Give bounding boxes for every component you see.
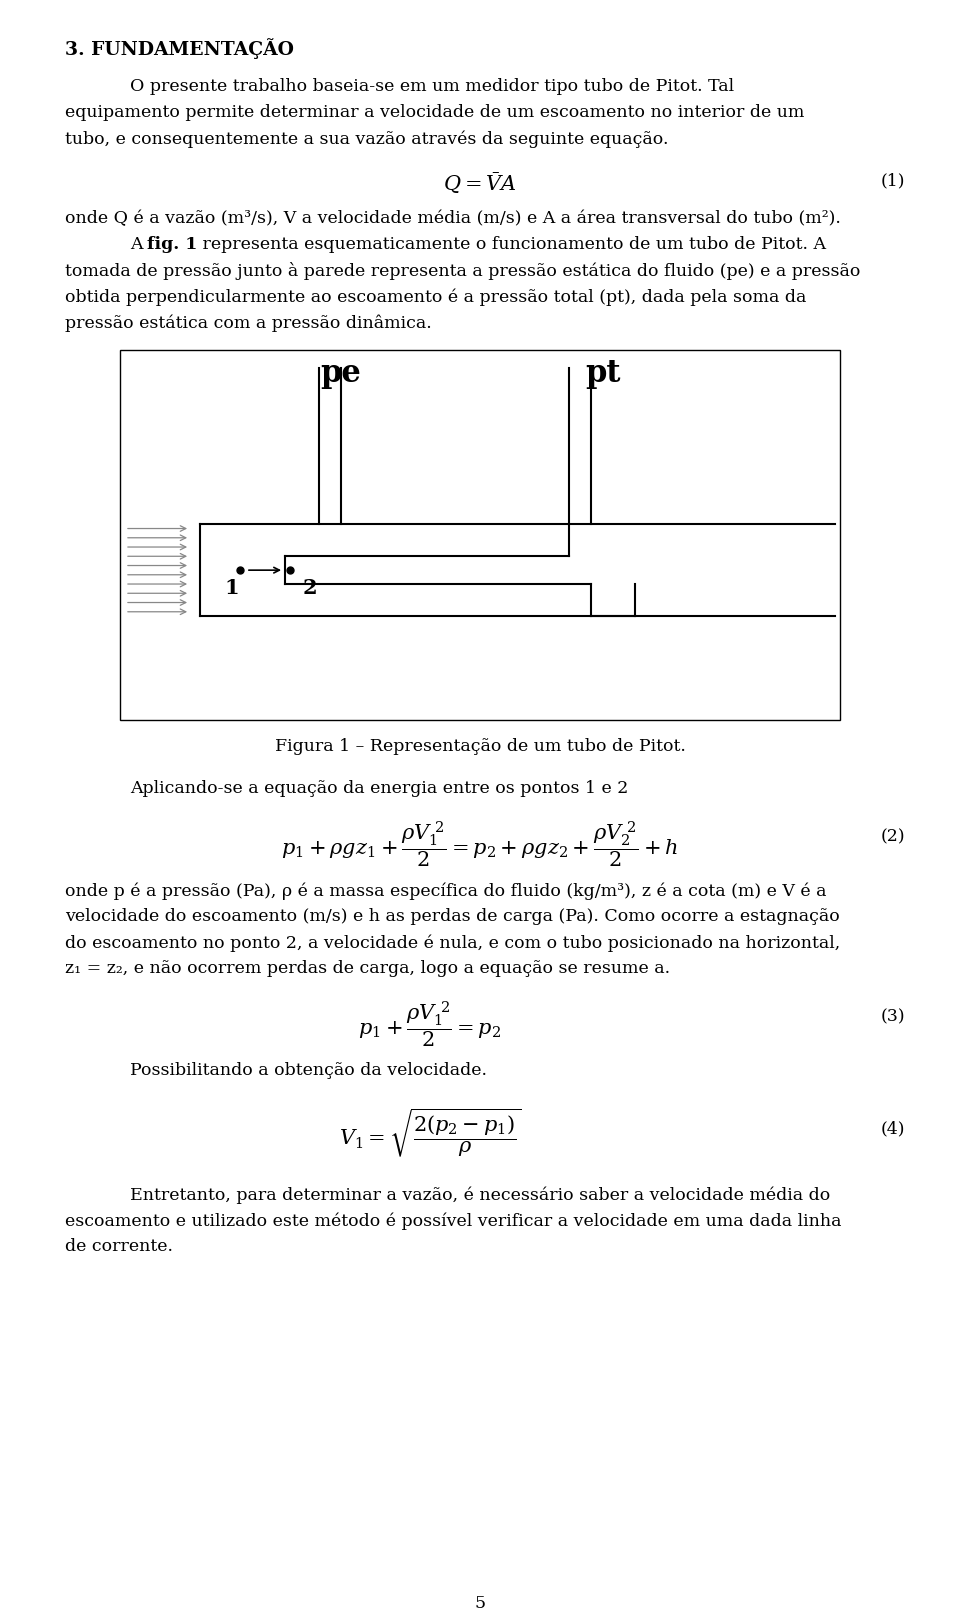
- Text: escoamento e utilizado este método é possível verificar a velocidade em uma dada: escoamento e utilizado este método é pos…: [65, 1212, 842, 1229]
- Text: pe: pe: [320, 358, 361, 389]
- Text: pressão estática com a pressão dinâmica.: pressão estática com a pressão dinâmica.: [65, 315, 432, 331]
- Text: $p_1 + \dfrac{\rho V_1^{\ 2}}{2} = p_2$: $p_1 + \dfrac{\rho V_1^{\ 2}}{2} = p_2$: [358, 1001, 501, 1049]
- Text: fig. 1: fig. 1: [147, 235, 198, 253]
- Text: 3. FUNDAMENTAÇÃO: 3. FUNDAMENTAÇÃO: [65, 37, 294, 58]
- Text: 2: 2: [302, 577, 318, 599]
- Text: $V_1 = \sqrt{\dfrac{2(p_2 - p_1)}{\rho}}$: $V_1 = \sqrt{\dfrac{2(p_2 - p_1)}{\rho}}…: [339, 1106, 521, 1158]
- Text: Figura 1 – Representação de um tubo de Pitot.: Figura 1 – Representação de um tubo de P…: [275, 738, 685, 754]
- Text: velocidade do escoamento (m/s) e h as perdas de carga (Pa). Como ocorre a estagn: velocidade do escoamento (m/s) e h as pe…: [65, 908, 840, 925]
- Text: onde Q é a vazão (m³/s), V a velocidade média (m/s) e A a área transversal do tu: onde Q é a vazão (m³/s), V a velocidade …: [65, 209, 841, 227]
- Text: z₁ = z₂, e não ocorrem perdas de carga, logo a equação se resume a.: z₁ = z₂, e não ocorrem perdas de carga, …: [65, 960, 670, 976]
- Bar: [120, 350, 840, 720]
- Text: (3): (3): [880, 1007, 905, 1025]
- Text: tomada de pressão junto à parede representa a pressão estática do fluido (pe) e : tomada de pressão junto à parede represe…: [65, 263, 860, 281]
- Text: obtida perpendicularmente ao escoamento é a pressão total (pt), dada pela soma d: obtida perpendicularmente ao escoamento …: [65, 289, 806, 305]
- Text: tubo, e consequentemente a sua vazão através da seguinte equação.: tubo, e consequentemente a sua vazão atr…: [65, 130, 668, 148]
- Text: do escoamento no ponto 2, a velocidade é nula, e com o tubo posicionado na horiz: do escoamento no ponto 2, a velocidade é…: [65, 934, 840, 952]
- Text: (1): (1): [880, 172, 905, 190]
- Text: onde p é a pressão (Pa), ρ é a massa específica do fluido (kg/m³), z é a cota (m: onde p é a pressão (Pa), ρ é a massa esp…: [65, 882, 827, 900]
- Text: Possibilitando a obtenção da velocidade.: Possibilitando a obtenção da velocidade.: [130, 1062, 487, 1079]
- Text: representa esquematicamente o funcionamento de um tubo de Pitot. A: representa esquematicamente o funcioname…: [197, 235, 826, 253]
- Text: (4): (4): [880, 1121, 905, 1137]
- Text: $Q = \bar{V}A$: $Q = \bar{V}A$: [444, 170, 516, 196]
- Text: O presente trabalho baseia-se em um medidor tipo tubo de Pitot. Tal: O presente trabalho baseia-se em um medi…: [130, 78, 734, 96]
- Text: 1: 1: [225, 577, 239, 599]
- Text: pt: pt: [585, 358, 620, 389]
- Text: 5: 5: [474, 1594, 486, 1612]
- Text: Aplicando-se a equação da energia entre os pontos 1 e 2: Aplicando-se a equação da energia entre …: [130, 780, 629, 796]
- Text: equipamento permite determinar a velocidade de um escoamento no interior de um: equipamento permite determinar a velocid…: [65, 104, 804, 122]
- Text: $p_1 + \rho g z_1 + \dfrac{\rho V_1^{\ 2}}{2} = p_2 + \rho g z_2 + \dfrac{\rho V: $p_1 + \rho g z_1 + \dfrac{\rho V_1^{\ 2…: [281, 821, 679, 871]
- Text: de corrente.: de corrente.: [65, 1238, 173, 1255]
- Text: (2): (2): [880, 827, 905, 845]
- Text: A: A: [130, 235, 148, 253]
- Text: Entretanto, para determinar a vazão, é necessário saber a velocidade média do: Entretanto, para determinar a vazão, é n…: [130, 1186, 830, 1204]
